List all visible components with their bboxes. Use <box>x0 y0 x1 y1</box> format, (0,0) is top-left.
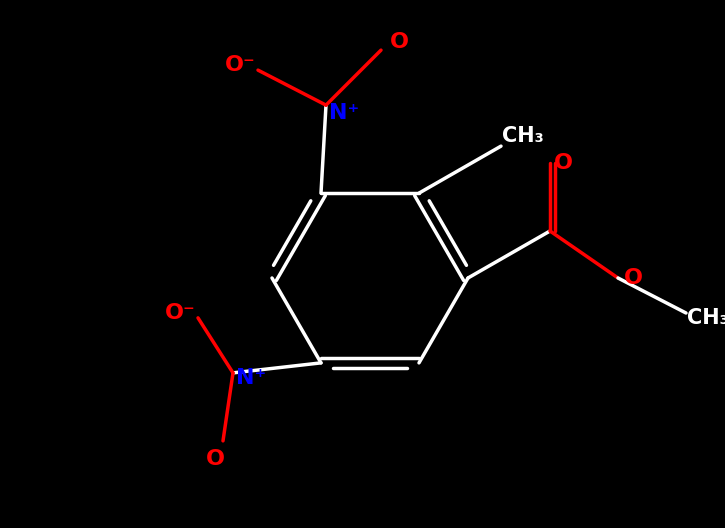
Text: O: O <box>389 32 408 52</box>
Text: CH₃: CH₃ <box>687 308 725 328</box>
Text: O: O <box>553 153 573 173</box>
Text: O: O <box>205 449 225 469</box>
Text: N⁺: N⁺ <box>329 103 359 123</box>
Text: CH₃: CH₃ <box>502 126 544 146</box>
Text: O⁻: O⁻ <box>165 303 195 323</box>
Text: O: O <box>624 268 642 288</box>
Text: O⁻: O⁻ <box>225 55 255 75</box>
Text: N⁺: N⁺ <box>236 368 266 388</box>
